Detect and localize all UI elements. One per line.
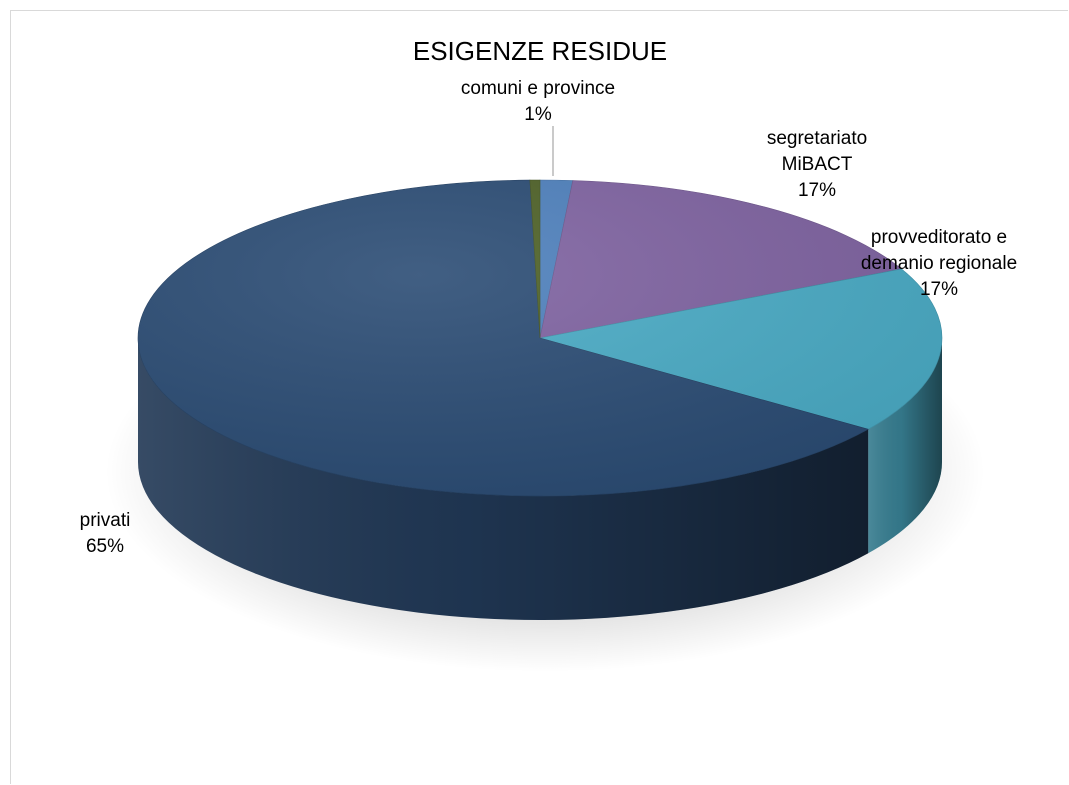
data-label-comuni-e-province: comuni e province 1% bbox=[461, 78, 615, 176]
data-label-line: MiBACT bbox=[782, 154, 853, 175]
pie-top-shine bbox=[138, 180, 942, 496]
data-label-line: privati bbox=[80, 510, 131, 531]
data-label-line: demanio regionale bbox=[861, 253, 1017, 274]
data-label-line: provveditorato e bbox=[871, 227, 1007, 248]
data-label-line: comuni e province bbox=[461, 78, 615, 99]
pie-side-shading bbox=[868, 338, 942, 554]
data-label-line: 65% bbox=[86, 536, 124, 557]
data-label-line: 1% bbox=[524, 104, 552, 125]
data-label-privati: privati 65% bbox=[80, 510, 131, 557]
data-label-line: 17% bbox=[798, 180, 836, 201]
chart-title: ESIGENZE RESIDUE bbox=[413, 36, 667, 66]
data-label-line: segretariato bbox=[767, 128, 867, 149]
chart-frame bbox=[10, 10, 1068, 784]
data-label-segretariato-mibact: segretariato MiBACT 17% bbox=[767, 128, 867, 201]
data-label-provveditorato-e-demanio-regionale: provveditorato e demanio regionale 17% bbox=[861, 227, 1017, 300]
pie-side-shading bbox=[138, 338, 869, 621]
data-label-line: 17% bbox=[920, 279, 958, 300]
